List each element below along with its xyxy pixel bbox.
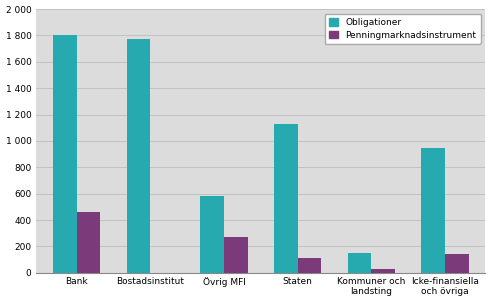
Bar: [224, 236, 247, 273]
Legend: Obligationer, Penningmarknadsinstrument: Obligationer, Penningmarknadsinstrument: [325, 14, 481, 44]
Bar: [274, 124, 298, 273]
Bar: [77, 211, 100, 273]
Bar: [348, 253, 371, 273]
Bar: [445, 254, 468, 273]
Bar: [53, 35, 77, 273]
Bar: [298, 259, 321, 273]
Bar: [200, 196, 224, 273]
Bar: [421, 148, 445, 273]
Bar: [127, 39, 150, 273]
Bar: [371, 269, 395, 273]
